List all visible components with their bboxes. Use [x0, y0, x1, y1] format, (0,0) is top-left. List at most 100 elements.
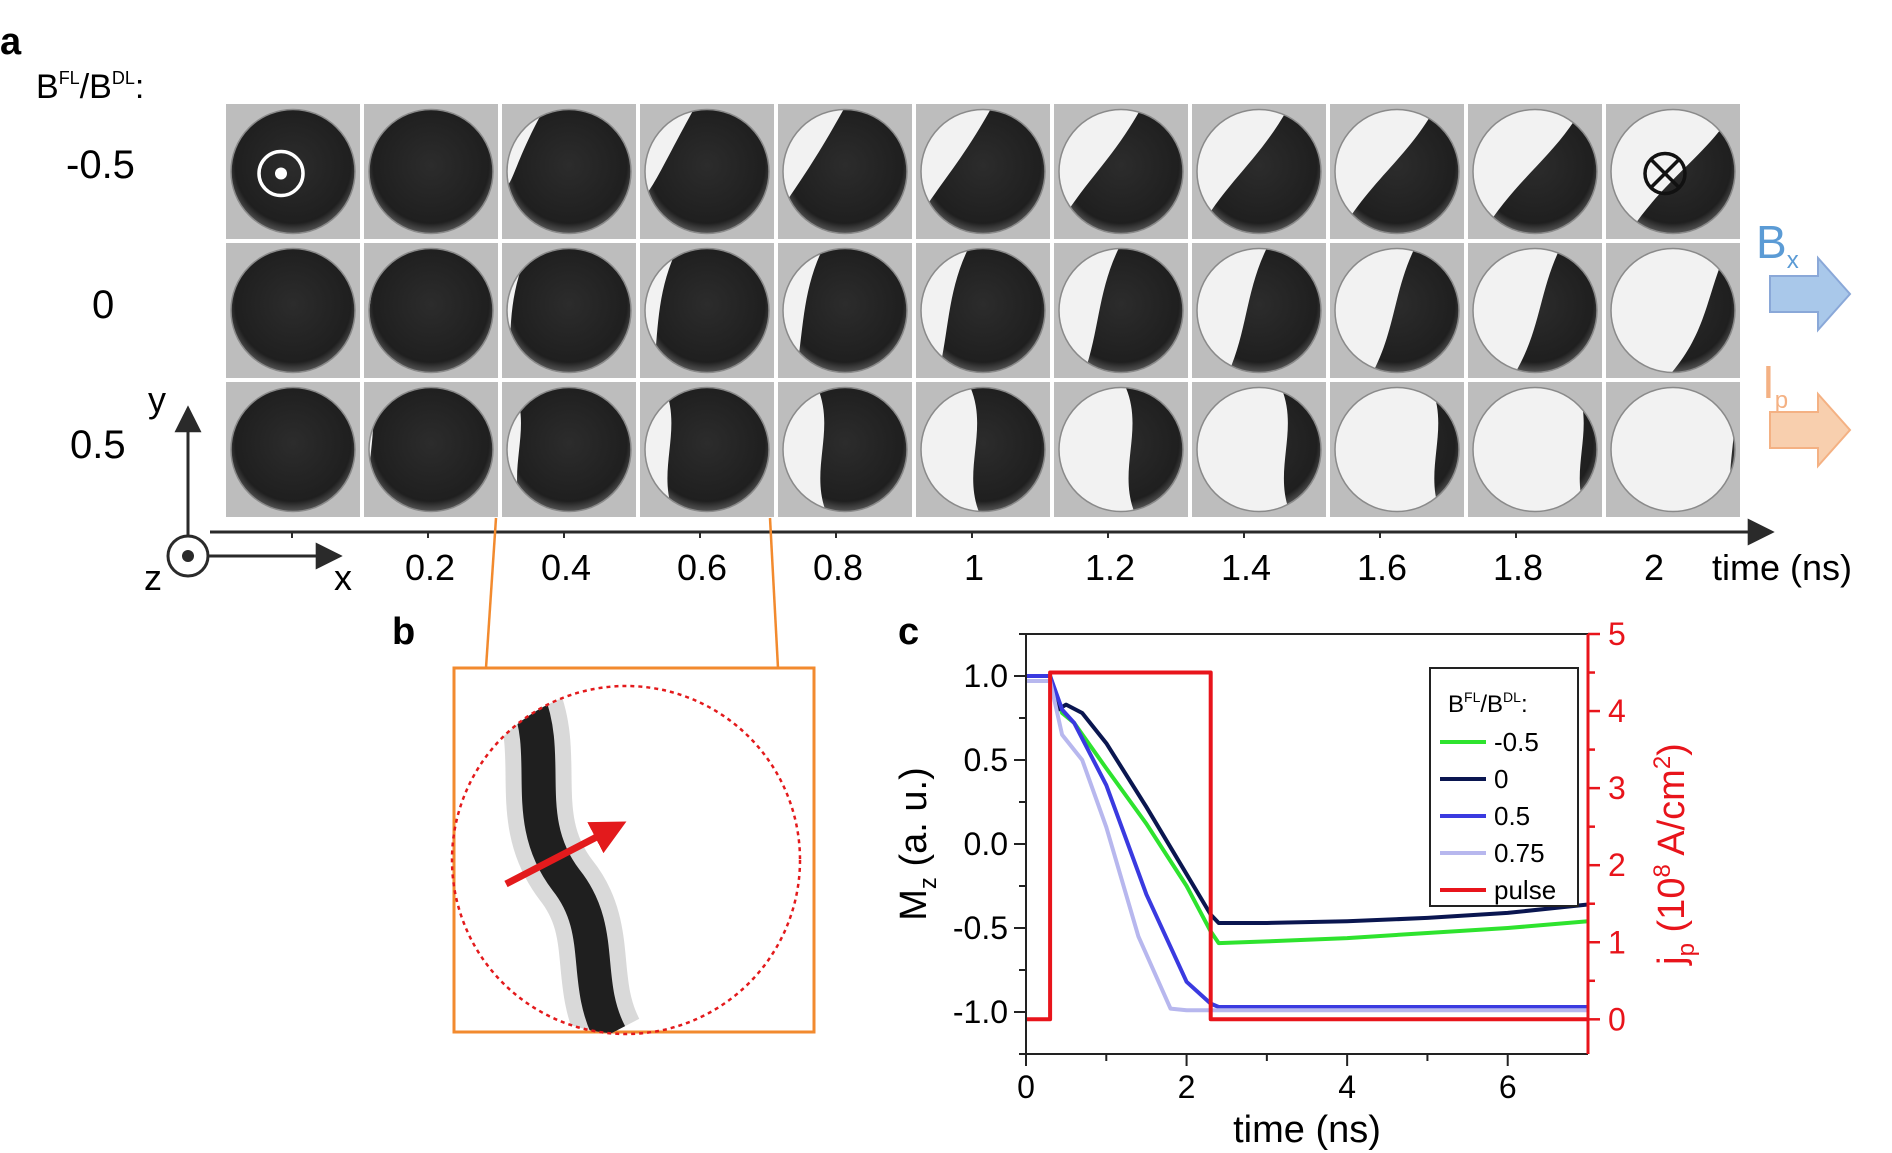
axis-x-label: x — [334, 557, 352, 598]
mz-chart: 0 2 4 6 1.0 0.5 0.0 -0.5 -1.0 0 1 2 3 4 5 time (ns) Mz (… — [893, 616, 1700, 1151]
y-right-tick-label: 1 — [1608, 924, 1626, 960]
disk-edge — [1610, 386, 1736, 513]
switched-region — [921, 109, 992, 218]
disk-edge — [1334, 247, 1460, 374]
disk-edge — [782, 247, 908, 374]
snapshot-grid — [226, 104, 1740, 517]
time-axis-label: time (ns) — [1712, 547, 1852, 588]
disk-snapshot — [645, 387, 769, 512]
disk-edge — [1196, 108, 1322, 235]
disk-edge — [1058, 386, 1184, 513]
disk-edge — [644, 386, 770, 513]
x-tick-label: 0 — [1017, 1069, 1035, 1105]
disk-edge — [1334, 386, 1460, 513]
coordinate-axes: y x z — [144, 379, 352, 598]
series-line-0.75 — [1026, 679, 1588, 1013]
legend-title: BFL/BDL: — [1448, 689, 1528, 718]
disk-edge — [368, 247, 494, 374]
disk-snapshot — [231, 387, 355, 512]
disk-edge — [230, 247, 356, 374]
disk-edge — [782, 386, 908, 513]
legend-label: 0.75 — [1494, 838, 1545, 868]
y-left-tick-label: 1.0 — [964, 658, 1008, 694]
ratio-header: BFL/BDL: — [36, 68, 144, 106]
switched-region — [1473, 109, 1583, 234]
time-axis: 0.2 0.4 0.6 0.8 1 1.2 1.4 1.6 1.8 2 — [210, 518, 1775, 588]
legend-label: 0.5 — [1494, 801, 1530, 831]
disk-edge — [368, 108, 494, 235]
panel-b-label: b — [392, 611, 415, 653]
disk-edge — [1472, 386, 1598, 513]
disk-edge — [1610, 108, 1736, 235]
disk-edge — [1334, 108, 1460, 235]
x-axis-label: time (ns) — [1233, 1109, 1381, 1151]
disk-snapshot — [231, 109, 355, 234]
x-tick-label: 4 — [1338, 1069, 1356, 1105]
field-label: Bx — [1756, 216, 1799, 274]
time-tick-label: 1.2 — [1085, 547, 1135, 588]
time-tick-label: 1.8 — [1493, 547, 1543, 588]
time-tick-label: 2 — [1644, 547, 1664, 588]
zoom-lines — [484, 517, 780, 669]
disk-edge — [1472, 247, 1598, 374]
wall-motion-arrow-icon — [504, 821, 627, 888]
axis-z-label: z — [144, 557, 162, 598]
time-tick-label: 0.2 — [405, 547, 455, 588]
y-left-axis-label: Mz (a. u.) — [893, 767, 942, 920]
time-tick-label: 0.4 — [541, 547, 591, 588]
y-right-axis-label: jp (108 A/cm2) — [1649, 743, 1700, 966]
disk-snapshot — [369, 109, 493, 234]
disk-edge — [230, 386, 356, 513]
legend-label: -0.5 — [1494, 727, 1539, 757]
disk-edge — [1058, 108, 1184, 235]
disk-edge — [644, 247, 770, 374]
disk-edge — [1196, 386, 1322, 513]
disk-edge — [920, 247, 1046, 374]
switched-region — [1059, 248, 1120, 373]
disk-edge — [920, 386, 1046, 513]
y-right-tick-label: 0 — [1608, 1001, 1626, 1037]
disk-snapshot — [507, 109, 631, 234]
y-right-tick-label: 3 — [1608, 770, 1626, 806]
switched-region — [1335, 387, 1441, 512]
switched-region — [1611, 248, 1729, 373]
time-tick-label: 0.6 — [677, 547, 727, 588]
x-tick-label: 2 — [1178, 1069, 1196, 1105]
panel-a-label: a — [0, 21, 22, 63]
legend-label: 0 — [1494, 764, 1508, 794]
panel-c-label: c — [898, 611, 919, 653]
disk-boundary — [450, 684, 802, 1036]
switched-region — [1611, 109, 1735, 234]
disk-edge — [230, 108, 356, 235]
y-right-tick-label: 5 — [1608, 616, 1626, 652]
legend-label: pulse — [1494, 875, 1556, 905]
y-left-tick-label: 0.0 — [964, 826, 1008, 862]
disk-edge — [644, 108, 770, 235]
row-label-2: 0 — [92, 283, 114, 327]
field-arrow-icon — [1769, 255, 1852, 333]
axis-y-label: y — [148, 379, 166, 420]
disk-edge — [1610, 247, 1736, 374]
switched-region — [1059, 387, 1135, 512]
disk-snapshot — [507, 387, 631, 512]
magnetization-down-icon — [1643, 151, 1687, 196]
switched-region — [1473, 387, 1587, 512]
time-tick-label: 1.4 — [1221, 547, 1271, 588]
disk-edge — [368, 386, 494, 513]
disk-snapshot — [231, 248, 355, 373]
switched-region — [1611, 387, 1735, 512]
y-right-tick-label: 2 — [1608, 847, 1626, 883]
switched-region — [1197, 109, 1289, 234]
series-line-pulse — [1026, 670, 1588, 1022]
row-label-1: -0.5 — [66, 143, 135, 187]
x-tick-label: 6 — [1499, 1069, 1517, 1105]
series-line-0.5 — [1026, 674, 1588, 1009]
disk-edge — [782, 108, 908, 235]
switched-region — [369, 387, 376, 512]
y-right-tick-label: 4 — [1608, 693, 1626, 729]
disk-edge — [1472, 108, 1598, 235]
current-label: Ip — [1762, 356, 1788, 414]
switched-region — [1335, 109, 1436, 234]
disk-snapshot — [507, 248, 631, 373]
